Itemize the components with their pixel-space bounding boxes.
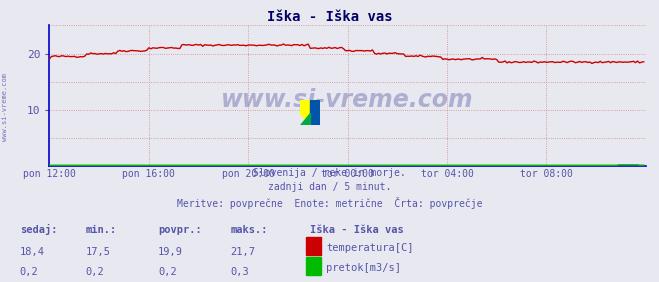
Text: temperatura[C]: temperatura[C] (326, 243, 414, 253)
Polygon shape (310, 100, 320, 125)
Text: povpr.:: povpr.: (158, 225, 202, 235)
Polygon shape (300, 113, 310, 125)
Text: 18,4: 18,4 (20, 247, 45, 257)
Text: 19,9: 19,9 (158, 247, 183, 257)
Text: min.:: min.: (86, 225, 117, 235)
Text: 21,7: 21,7 (231, 247, 256, 257)
Text: www.si-vreme.com: www.si-vreme.com (221, 88, 474, 112)
Text: 0,3: 0,3 (231, 267, 249, 277)
Text: 0,2: 0,2 (20, 267, 38, 277)
Polygon shape (300, 100, 310, 125)
Text: Slovenija / reke in morje.
zadnji dan / 5 minut.
Meritve: povprečne  Enote: metr: Slovenija / reke in morje. zadnji dan / … (177, 168, 482, 209)
Text: 0,2: 0,2 (86, 267, 104, 277)
Text: pretok[m3/s]: pretok[m3/s] (326, 263, 401, 273)
Text: Iška - Iška vas: Iška - Iška vas (267, 10, 392, 24)
Text: www.si-vreme.com: www.si-vreme.com (2, 73, 9, 141)
Text: 17,5: 17,5 (86, 247, 111, 257)
Text: maks.:: maks.: (231, 225, 268, 235)
Text: 0,2: 0,2 (158, 267, 177, 277)
Text: Iška - Iška vas: Iška - Iška vas (310, 225, 403, 235)
Text: sedaj:: sedaj: (20, 224, 57, 235)
